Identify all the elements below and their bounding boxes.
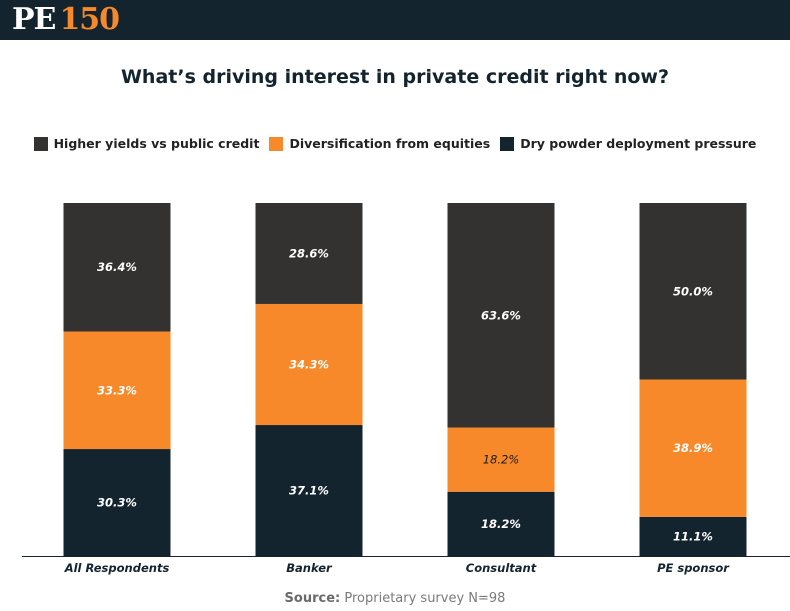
bar-segment-banker-diversification-from-equities[interactable] [255, 303, 363, 426]
bar-segment-all-respondents-dry-powder-deployment-pressure[interactable] [63, 449, 171, 556]
legend-label-higher-yields: Higher yields vs public credit [53, 136, 260, 151]
x-tick-label: Banker [286, 561, 333, 575]
bar-segment-banker-higher-yields-vs-public-credit[interactable] [255, 203, 363, 304]
data-label: 18.2% [483, 453, 520, 467]
bar-segment-consultant-higher-yields-vs-public-credit[interactable] [447, 203, 555, 428]
bar-segment-consultant-diversification-from-equities[interactable] [447, 427, 555, 492]
data-label: 33.3% [97, 383, 137, 397]
data-label: 34.3% [289, 357, 329, 371]
logo-letters: PE [12, 2, 56, 37]
data-label: 36.4% [97, 260, 137, 274]
bar-segment-consultant-dry-powder-deployment-pressure[interactable] [447, 491, 555, 556]
data-label: 63.6% [481, 308, 521, 322]
bar-segment-all-respondents-higher-yields-vs-public-credit[interactable] [63, 203, 171, 332]
legend-item-higher-yields: Higher yields vs public credit [33, 136, 260, 151]
legend-swatch-diversification [269, 136, 284, 151]
legend-label-dry-powder: Dry powder deployment pressure [520, 136, 757, 151]
data-label: 30.3% [97, 496, 137, 510]
logo-number: 150 [59, 2, 120, 37]
legend-item-diversification: Diversification from equities [269, 136, 490, 151]
header-bar: PE 150 [0, 0, 790, 40]
source-note: Source: Proprietary survey N=98 [0, 591, 790, 606]
bar-segment-pe-sponsor-higher-yields-vs-public-credit[interactable] [639, 203, 747, 380]
data-label: 18.2% [481, 517, 521, 531]
legend-label-diversification: Diversification from equities [289, 136, 491, 151]
source-label: Source: [284, 591, 341, 606]
bar-segment-pe-sponsor-dry-powder-deployment-pressure[interactable] [639, 516, 747, 556]
data-label: 50.0% [673, 284, 713, 298]
pe150-logo[interactable]: PE 150 [12, 2, 120, 38]
data-label: 28.6% [289, 246, 329, 260]
data-label: 38.9% [673, 441, 713, 455]
bar-segment-banker-dry-powder-deployment-pressure[interactable] [255, 425, 363, 556]
data-label: 11.1% [673, 529, 713, 543]
x-tick-label: All Respondents [64, 561, 170, 575]
x-tick-label: PE sponsor [657, 561, 730, 575]
source-text: Proprietary survey N=98 [344, 591, 506, 606]
bar-segment-pe-sponsor-diversification-from-equities[interactable] [639, 379, 747, 517]
bar-segment-all-respondents-diversification-from-equities[interactable] [63, 331, 171, 450]
legend-swatch-higher-yields [33, 136, 48, 151]
data-label: 37.1% [289, 484, 329, 498]
legend-swatch-dry-powder [500, 136, 515, 151]
x-tick-label: Consultant [466, 561, 537, 575]
chart-legend: Higher yields vs public credit Diversifi… [0, 136, 790, 151]
legend-item-dry-powder: Dry powder deployment pressure [500, 136, 756, 151]
chart-title: What’s driving interest in private credi… [120, 66, 670, 88]
